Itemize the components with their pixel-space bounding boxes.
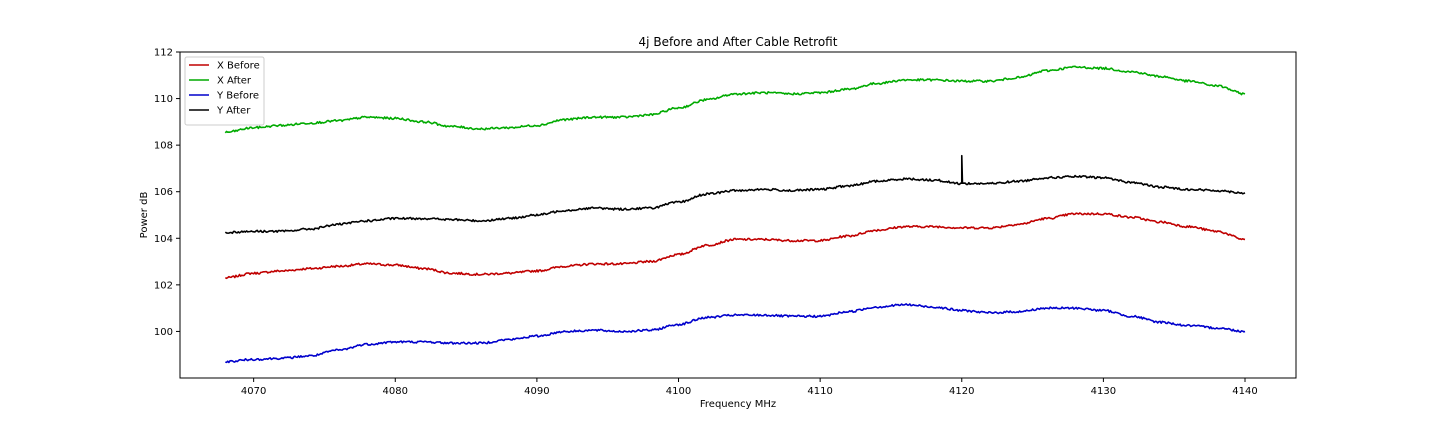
y-tick-label: 108 — [154, 141, 173, 152]
legend: X Before X After Y Before Y After — [184, 56, 265, 126]
y-tick-label: 106 — [154, 187, 173, 198]
series-lines — [224, 65, 1246, 364]
plot-frame — [179, 51, 1297, 379]
x-tick-label: 4120 — [949, 386, 974, 397]
legend-label-y-before: Y Before — [216, 91, 259, 102]
x-tick-label: 4070 — [241, 386, 266, 397]
x-tick-label: 4080 — [383, 386, 408, 397]
x-tick-label: 4140 — [1232, 386, 1257, 397]
series-line-y-after — [224, 154, 1246, 235]
series-line-y-before — [225, 303, 1246, 364]
y-tick-label: 112 — [154, 48, 173, 59]
legend-label-x-before: X Before — [217, 61, 260, 72]
y-tick-label: 100 — [154, 327, 173, 338]
y-tick-label: 110 — [154, 94, 173, 105]
x-axis-label: Frequency MHz — [700, 399, 776, 410]
x-tick-label: 4090 — [524, 386, 549, 397]
legend-label-y-after: Y After — [216, 106, 251, 117]
series-line-x-after — [224, 65, 1246, 134]
y-tick-label: 104 — [154, 234, 173, 245]
legend-box — [184, 56, 265, 126]
y-tick-label: 102 — [154, 280, 173, 291]
chart-title: 4j Before and After Cable Retrofit — [639, 35, 838, 49]
legend-label-x-after: X After — [217, 76, 252, 87]
y-axis-label: Power dB — [139, 192, 150, 239]
axis-ticks: 4070 4080 4090 4100 4110 4120 4130 4140 100 102 10… — [154, 48, 1258, 398]
x-tick-label: 4110 — [807, 386, 832, 397]
x-tick-label: 4100 — [666, 386, 691, 397]
series-line-x-before — [224, 212, 1246, 280]
x-tick-label: 4130 — [1091, 386, 1116, 397]
